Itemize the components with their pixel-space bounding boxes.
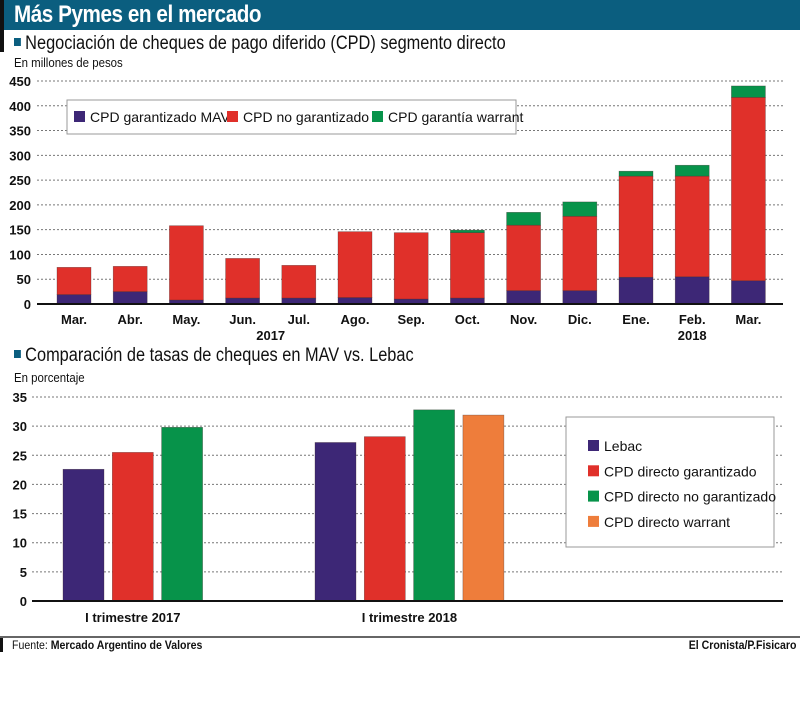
footer-credit: El Cronista/P.Fisicaro [688,638,796,652]
bar-segment [112,266,148,292]
bar-segment [225,258,260,299]
chart1-title: Negociación de cheques de pago diferido … [14,33,506,55]
bar-segment [393,232,429,300]
x-tick-label: I trimestre 2017 [85,610,180,625]
x-tick-label: I trimestre 2018 [362,610,457,625]
bar [462,414,505,602]
x-tick-label: Nov. [510,312,537,327]
chart1-unit-label: En millones de pesos [14,55,123,70]
section-bullet-icon [14,38,21,46]
bar-segment [337,231,373,298]
x-tick-label: Oct. [455,312,480,327]
y-tick-label: 250 [9,173,31,188]
legend-swatch [227,111,238,122]
year-label: 2017 [256,328,285,343]
bar-segment [281,265,317,299]
bar-segment [506,212,541,226]
x-tick-label: Ene. [622,312,649,327]
y-tick-label: 0 [20,594,27,609]
legend-label: CPD directo no garantizado [604,489,776,505]
bar-segment [169,225,204,301]
chart2-unit-label: En porcentaje [14,370,85,385]
y-tick-label: 350 [9,124,31,139]
y-tick-label: 200 [9,198,31,213]
bar-segment [674,175,710,278]
x-tick-label: Jul. [288,312,310,327]
x-tick-label: Abr. [118,312,143,327]
page-title: Más Pymes en el mercado [14,1,262,28]
bar [112,452,154,602]
legend-swatch [372,111,383,122]
x-tick-label: Mar. [735,312,761,327]
y-tick-label: 0 [24,297,31,312]
y-tick-label: 450 [9,74,31,89]
footer-stripe [0,638,3,652]
chart1-title-text: Negociación de cheques de pago diferido … [25,33,506,54]
bar-segment [618,276,654,305]
chart2-title-text: Comparación de tasas de cheques en MAV v… [25,345,414,366]
bar [62,468,105,602]
bar-segment [450,229,485,233]
bar [161,427,203,602]
legend-label: CPD no garantizado [243,109,369,125]
x-tick-label: Ago. [341,312,370,327]
y-tick-label: 150 [9,223,31,238]
x-tick-label: Jun. [229,312,256,327]
legend-swatch [588,490,599,502]
x-tick-label: Dic. [568,312,592,327]
bar-segment [731,85,766,98]
legend-label: CPD garantizado MAV [90,109,230,125]
legend-swatch [74,111,85,122]
bar-segment [618,175,654,278]
x-tick-label: Mar. [61,312,87,327]
bar [413,409,455,602]
legend-swatch [588,515,599,527]
footer-source-name: Mercado Argentino de Valores [50,638,203,652]
footer-source: Fuente: Mercado Argentino de Valores [12,638,202,652]
legend-box [66,99,517,135]
header-stripe [0,0,4,52]
bar-segment [562,201,598,217]
x-tick-label: Feb. [679,312,706,327]
legend-box [565,416,775,548]
bar-segment [731,97,766,282]
y-tick-label: 35 [13,390,27,405]
section-bullet-icon [14,350,21,358]
bar-segment [56,267,92,295]
y-tick-label: 50 [17,272,31,287]
bar-segment [450,232,485,299]
footer-source-prefix: Fuente: [12,638,51,652]
y-tick-label: 10 [13,536,27,551]
bar-segment [506,224,541,291]
legend-label: CPD directo garantizado [604,463,757,479]
bar-segment [562,215,598,291]
legend-label: CPD garantía warrant [388,109,524,125]
y-tick-label: 5 [20,565,27,580]
y-tick-label: 25 [13,448,27,463]
header-bar [0,0,800,30]
y-tick-label: 15 [13,507,27,522]
bar [363,436,406,602]
legend-label: CPD directo warrant [604,514,730,530]
y-tick-label: 300 [9,148,31,163]
footer-divider [0,636,800,638]
legend-label: Lebac [604,438,642,454]
x-tick-label: May. [172,312,200,327]
legend-swatch [588,465,599,477]
bar-segment [618,170,654,177]
year-label: 2018 [678,328,707,343]
bar [314,442,357,602]
legend-swatch [588,440,599,451]
y-tick-label: 30 [13,419,27,434]
y-tick-label: 100 [9,247,31,262]
bar-segment [674,164,710,177]
y-tick-label: 400 [9,99,31,114]
x-tick-label: Sep. [397,312,424,327]
y-tick-label: 20 [13,477,27,492]
chart2-title: Comparación de tasas de cheques en MAV v… [14,345,414,367]
chart1-svg: 0 50 100 150 200 250 300 350 400 450 Mar. Abr. May. J… [9,74,783,343]
